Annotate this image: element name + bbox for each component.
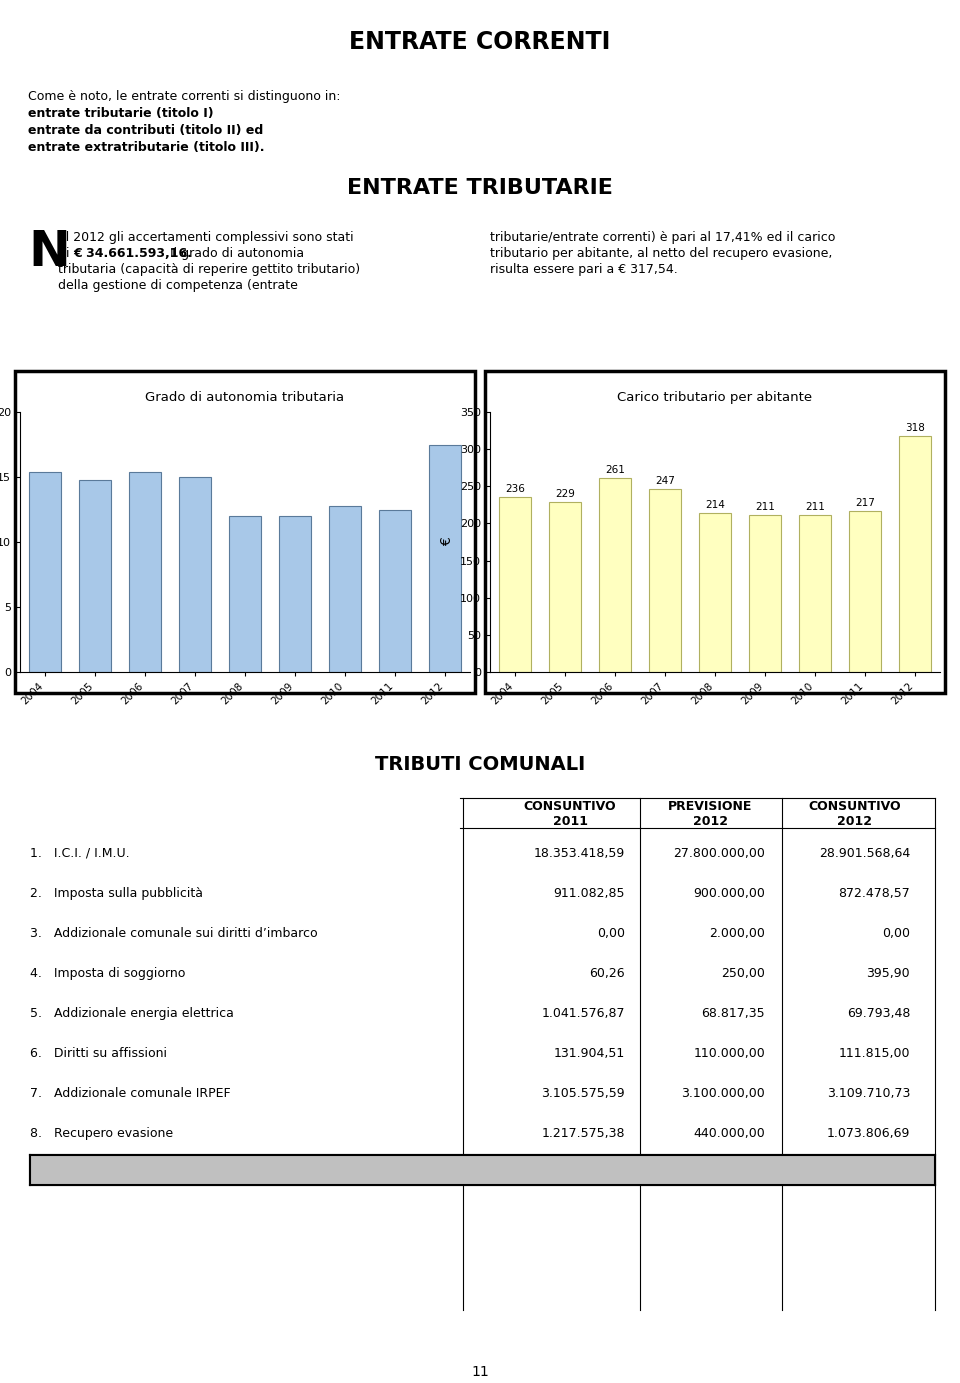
Text: 1.   I.C.I. / I.M.U.: 1. I.C.I. / I.M.U.	[30, 846, 130, 860]
Text: tributarie/entrate correnti) è pari al 17,41% ed il carico: tributarie/entrate correnti) è pari al 1…	[490, 231, 835, 243]
Text: PREVISIONE
2012: PREVISIONE 2012	[668, 799, 753, 828]
Text: ENTRATE TRIBUTARIE: ENTRATE TRIBUTARIE	[348, 178, 612, 198]
Text: di: di	[58, 248, 74, 260]
Text: 214: 214	[705, 501, 725, 510]
Bar	[278, 516, 311, 672]
Bar	[799, 516, 831, 672]
Text: 28.901.568,64: 28.901.568,64	[819, 846, 910, 860]
Bar	[79, 480, 111, 672]
Bar	[129, 472, 161, 672]
Text: 211: 211	[756, 502, 775, 512]
Text: 11: 11	[471, 1365, 489, 1379]
Bar	[179, 477, 211, 672]
Bar	[649, 488, 682, 672]
Text: 5.   Addizionale energia elettrica: 5. Addizionale energia elettrica	[30, 1007, 234, 1021]
Text: 872.478,57: 872.478,57	[838, 887, 910, 900]
Text: 32.421.067,35: 32.421.067,35	[663, 1160, 765, 1174]
Text: 395,90: 395,90	[866, 967, 910, 981]
Text: tributaria (capacità di reperire gettito tributario): tributaria (capacità di reperire gettito…	[58, 263, 360, 277]
Text: TRIBUTI COMUNALI: TRIBUTI COMUNALI	[374, 755, 586, 774]
Bar	[849, 510, 881, 672]
Text: 18.353.418,59: 18.353.418,59	[534, 846, 625, 860]
Text: 318: 318	[905, 423, 924, 433]
Bar	[429, 444, 461, 672]
Text: 6.   Diritti su affissioni: 6. Diritti su affissioni	[30, 1047, 167, 1059]
Bar	[599, 479, 632, 672]
Text: 440.000,00: 440.000,00	[693, 1127, 765, 1140]
Text: 4.   Imposta di soggiorno: 4. Imposta di soggiorno	[30, 967, 185, 981]
Text: 236: 236	[505, 484, 525, 494]
Text: Come è noto, le entrate correnti si distinguono in:: Come è noto, le entrate correnti si dist…	[28, 90, 341, 102]
Text: 8.   Recupero evasione: 8. Recupero evasione	[30, 1127, 173, 1140]
Text: entrate extratributarie (titolo III).: entrate extratributarie (titolo III).	[28, 141, 265, 154]
Bar	[699, 513, 732, 672]
Text: el 2012 gli accertamenti complessivi sono stati: el 2012 gli accertamenti complessivi son…	[58, 231, 353, 243]
Text: 111.815,00: 111.815,00	[838, 1047, 910, 1059]
Text: 3.105.575,59: 3.105.575,59	[541, 1087, 625, 1099]
Text: 0,00: 0,00	[882, 927, 910, 940]
Text: 900.000,00: 900.000,00	[693, 887, 765, 900]
Text: 217: 217	[855, 498, 875, 508]
Bar	[899, 436, 931, 672]
Text: 261: 261	[605, 465, 625, 476]
Text: 1.217.575,38: 1.217.575,38	[541, 1127, 625, 1140]
Text: 7.   Addizionale comunale IRPEF: 7. Addizionale comunale IRPEF	[30, 1087, 230, 1099]
Bar	[549, 502, 581, 672]
Bar	[379, 509, 411, 672]
Title: Grado di autonomia tributaria: Grado di autonomia tributaria	[145, 391, 345, 404]
Text: € 34.661.593,16.: € 34.661.593,16.	[73, 248, 192, 260]
Text: 60,26: 60,26	[589, 967, 625, 981]
Text: CONSUNTIVO
2012: CONSUNTIVO 2012	[808, 799, 901, 828]
Text: CONSUNTIVO
2011: CONSUNTIVO 2011	[524, 799, 616, 828]
Text: ENTRATE CORRENTI: ENTRATE CORRENTI	[349, 30, 611, 54]
Text: 0,00: 0,00	[597, 927, 625, 940]
Bar	[499, 496, 531, 672]
Text: 27.800.000,00: 27.800.000,00	[673, 846, 765, 860]
Text: Il grado di autonomia: Il grado di autonomia	[166, 248, 304, 260]
Text: 24.761.194,05: 24.761.194,05	[523, 1160, 625, 1174]
Text: della gestione di competenza (entrate: della gestione di competenza (entrate	[58, 279, 298, 292]
Text: 2.000,00: 2.000,00	[709, 927, 765, 940]
Text: 1.073.806,69: 1.073.806,69	[827, 1127, 910, 1140]
Text: N: N	[28, 228, 70, 277]
Y-axis label: €: €	[441, 538, 454, 546]
Text: 3.109.710,73: 3.109.710,73	[827, 1087, 910, 1099]
Text: risulta essere pari a € 317,54.: risulta essere pari a € 317,54.	[490, 263, 678, 277]
Text: 110.000,00: 110.000,00	[693, 1047, 765, 1059]
Title: Carico tributario per abitante: Carico tributario per abitante	[617, 391, 812, 404]
Text: 229: 229	[555, 490, 575, 499]
Text: entrate da contributi (titolo II) ed: entrate da contributi (titolo II) ed	[28, 124, 263, 137]
Text: 3.   Addizionale comunale sui diritti d’imbarco: 3. Addizionale comunale sui diritti d’im…	[30, 927, 318, 940]
Text: 3.100.000,00: 3.100.000,00	[682, 1087, 765, 1099]
Text: 2.   Imposta sulla pubblicità: 2. Imposta sulla pubblicità	[30, 887, 203, 900]
Text: 68.817,35: 68.817,35	[702, 1007, 765, 1021]
Text: 250,00: 250,00	[721, 967, 765, 981]
Bar	[228, 516, 261, 672]
Bar	[29, 472, 61, 672]
Text: 131.904,51: 131.904,51	[554, 1047, 625, 1059]
Text: 69.793,48: 69.793,48	[847, 1007, 910, 1021]
Text: tributario per abitante, al netto del recupero evasione,: tributario per abitante, al netto del re…	[490, 248, 832, 260]
Text: TOTALI – GESAMTBETRÄGE: TOTALI – GESAMTBETRÄGE	[34, 1160, 221, 1174]
Text: entrate tributarie (titolo I): entrate tributarie (titolo I)	[28, 106, 214, 120]
Bar	[749, 516, 781, 672]
Text: 34.139.569,01: 34.139.569,01	[809, 1160, 910, 1174]
Bar	[328, 506, 361, 672]
Text: 211: 211	[805, 502, 825, 512]
Text: 1.041.576,87: 1.041.576,87	[541, 1007, 625, 1021]
Text: 247: 247	[655, 476, 675, 485]
Text: 911.082,85: 911.082,85	[554, 887, 625, 900]
